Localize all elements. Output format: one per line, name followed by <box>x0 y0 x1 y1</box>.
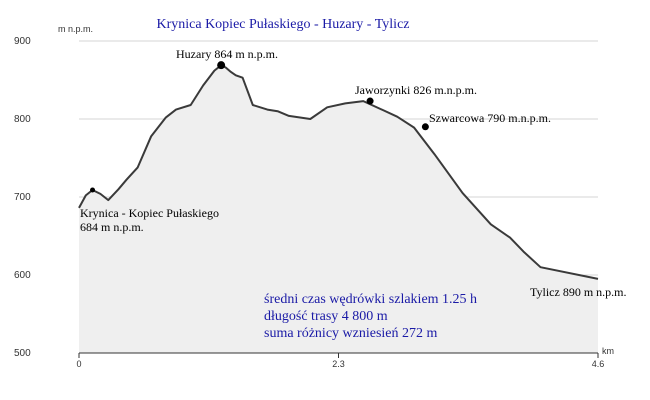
waypoint-marker <box>217 61 226 70</box>
x-axis-label: km <box>602 346 614 356</box>
y-tick-label: 600 <box>14 270 31 281</box>
annotation-elevation-gain: suma różnicy wzniesień 272 m <box>264 326 438 341</box>
waypoint-markers <box>90 61 429 193</box>
annotation-time: średni czas wędrówki szlakiem 1.25 h <box>264 292 477 307</box>
y-tick-label: 900 <box>14 36 31 47</box>
y-tick-label: 800 <box>14 114 31 125</box>
marker-label-jaworzynki: Jaworzynki 826 m.n.p.m. <box>355 83 477 97</box>
marker-label-szwarcowa: Szwarcowa 790 m.n.p.m. <box>429 111 551 125</box>
y-tick-labels: 500 600 700 800 900 <box>14 36 31 359</box>
chart-title: Krynica Kopiec Pułaskiego - Huzary - Tyl… <box>156 17 409 32</box>
end-label-tylicz: Tylicz 890 m n.p.m. <box>530 285 626 299</box>
elevation-area-fill <box>79 65 598 353</box>
elevation-profile-line <box>78 64 599 280</box>
waypoint-marker <box>366 97 374 105</box>
waypoint-marker <box>421 123 429 131</box>
y-tick-label: 500 <box>14 348 31 359</box>
x-tick-label: 4.6 <box>592 359 605 369</box>
marker-label-krynica-elevation: 684 m n.p.m. <box>80 220 144 234</box>
annotation-length: długość trasy 4 800 m <box>264 309 388 324</box>
x-tick-label: 0 <box>76 359 81 369</box>
x-tick-labels: 0 2.3 4.6 <box>76 353 604 369</box>
y-axis-label: m n.p.m. <box>58 24 93 34</box>
marker-label-huzary: Huzary 864 m n.p.m. <box>176 47 278 61</box>
y-tick-label: 700 <box>14 192 31 203</box>
x-tick-label: 2.3 <box>332 359 345 369</box>
waypoint-marker <box>90 187 96 193</box>
marker-label-krynica: Krynica - Kopiec Pułaskiego <box>80 206 219 220</box>
